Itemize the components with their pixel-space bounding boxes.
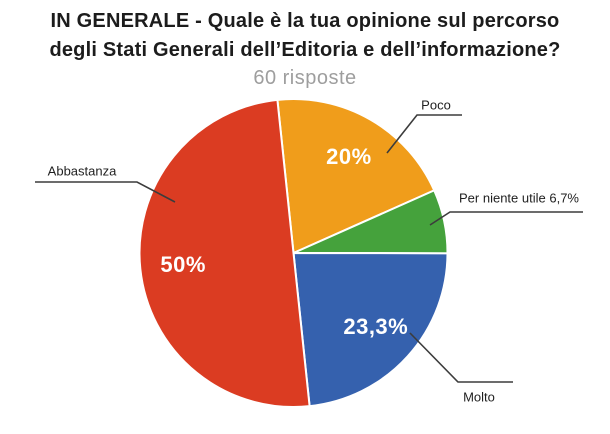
callout-line-poco bbox=[386, 114, 462, 154]
slice-label-abbastanza: Abbastanza bbox=[47, 163, 117, 179]
callout-line-abbastanza bbox=[35, 181, 176, 203]
callout-line-molto bbox=[409, 332, 513, 383]
slice-label-poco: Poco bbox=[421, 97, 451, 113]
slice-label-per-niente-utile: Per niente utile 6,7% bbox=[459, 190, 579, 206]
callout-line-per-niente-utile bbox=[429, 211, 583, 226]
pie-slice-molto[interactable] bbox=[292, 252, 449, 408]
response-count: 60 risposte bbox=[253, 67, 357, 89]
pie-chart: 20% 23,3% 50% Poco Per niente utile 6,7% Molt… bbox=[0, 94, 610, 434]
pie-slice-abbastanza[interactable] bbox=[138, 98, 311, 408]
slice-label-molto: Molto bbox=[463, 389, 495, 405]
chart-title-line-1: IN GENERALE - Quale è la tua opinione su… bbox=[50, 10, 560, 32]
chart-title-line-2: degli Stati Generali dell’Editoria e del… bbox=[49, 39, 561, 61]
chart-title: IN GENERALE - Quale è la tua opinione su… bbox=[0, 7, 610, 65]
pie-slice-poco[interactable] bbox=[276, 98, 436, 254]
pie-svg bbox=[35, 98, 583, 408]
